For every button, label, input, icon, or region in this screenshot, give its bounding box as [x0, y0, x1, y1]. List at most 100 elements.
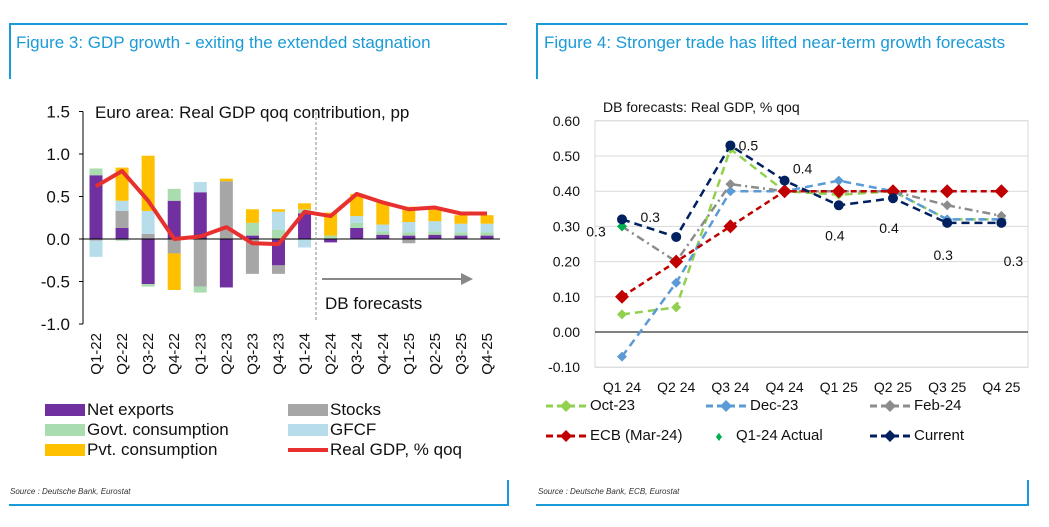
bar-govt-consumption	[167, 188, 181, 201]
legend-line-swatch	[288, 448, 328, 452]
marker-oct-23	[617, 309, 627, 320]
bar-net-exports	[219, 239, 233, 288]
legend-label: Oct-23	[590, 397, 636, 414]
bar-govt-consumption	[193, 286, 207, 293]
bar-gfcf	[115, 200, 129, 211]
y-tick-label: -1.0	[41, 315, 70, 334]
data-label: 0.3	[586, 223, 606, 239]
legend-swatch	[870, 429, 910, 442]
marker-ecb-mar-24-	[615, 289, 629, 304]
legend-item: Dec-23	[706, 397, 798, 414]
y-tick-label: 1.5	[46, 103, 70, 122]
bar-govt-consumption	[402, 232, 416, 236]
data-label: 0.3	[1004, 253, 1024, 269]
x-tick-label: Q3 25	[928, 379, 966, 395]
marker-current	[942, 217, 953, 228]
bar-gfcf	[298, 239, 312, 248]
bar-govt-consumption	[428, 231, 442, 235]
bar-gfcf	[454, 223, 468, 233]
legend-label: Stocks	[330, 400, 382, 419]
bar-net-exports	[115, 227, 129, 239]
legend-swatch	[546, 429, 586, 442]
bar-govt-consumption	[115, 239, 129, 241]
marker-current	[725, 140, 736, 151]
gdp-contribution-chart: -1.0 -0.5 0.0 0.5 1.0 1.5 Q1-22 Q2-22 Q3-22 Q4-22…	[41, 103, 500, 375]
x-tick-label: Q2-24	[323, 333, 340, 375]
series-line-ecb-mar-24-	[621, 189, 1002, 298]
legend-swatch	[45, 424, 85, 436]
bar-gfcf	[141, 210, 155, 234]
legend-item: ECB (Mar-24)	[546, 427, 683, 444]
real-gdp-line	[94, 169, 488, 247]
bar-net-exports	[298, 213, 312, 239]
legend-item: Stocks	[288, 400, 381, 420]
x-tick-label: Q4-25	[479, 333, 496, 375]
legend-label: Govt. consumption	[87, 420, 229, 439]
x-tick-label: Q4 24	[766, 379, 804, 395]
bar-govt-consumption	[245, 222, 259, 236]
bar-stocks	[271, 265, 285, 274]
figure-3-title: Figure 3: GDP growth - exiting the exten…	[16, 33, 431, 52]
bar-gfcf	[350, 216, 364, 223]
bar-govt-consumption	[324, 235, 338, 239]
x-tick-label: Q3-22	[140, 333, 157, 375]
data-label: 0.3	[933, 247, 953, 263]
bar-gfcf	[271, 211, 285, 230]
marker-ecb-mar-24-	[723, 219, 738, 234]
bar-govt-consumption	[271, 229, 285, 239]
bar-pvt-consumption	[219, 178, 233, 182]
figure-4-title: Figure 4: Stronger trade has lifted near…	[544, 33, 1006, 52]
bar-net-exports	[428, 234, 442, 239]
bar-net-exports	[454, 235, 468, 239]
x-tick-label: Q2-22	[114, 333, 131, 375]
x-tick-label: Q3-25	[453, 333, 470, 375]
bar-pvt-consumption	[167, 253, 181, 290]
x-tick-label: Q3 24	[711, 379, 749, 395]
legend-label: Q1-24 Actual	[736, 427, 823, 444]
bar-gfcf	[428, 221, 442, 232]
bar-gfcf	[376, 224, 390, 232]
marker-oct-23	[671, 302, 682, 313]
y-tick-label: 0.00	[553, 324, 580, 340]
gdp-forecast-chart: -0.10 0.00 0.10 0.20 0.30 0.40 0.50 0.60 Q1 24 Q2…	[548, 99, 1029, 395]
x-tick-label: Q1 25	[820, 379, 858, 395]
x-tick-label: Q1-25	[401, 333, 418, 375]
y-tick-label: 0.20	[553, 254, 580, 270]
x-tick-label: Q4-23	[270, 333, 287, 375]
bar-net-exports	[167, 200, 181, 239]
bar-pvt-consumption	[454, 215, 468, 224]
x-tick-label: Q2-25	[427, 333, 444, 375]
x-tick-label: Q1-22	[88, 333, 105, 375]
legend-label: Feb-24	[914, 397, 962, 414]
legend-item: Govt. consumption	[45, 420, 229, 440]
x-tick-label: Q2 25	[874, 379, 912, 395]
data-label: 0.3	[640, 209, 660, 225]
forecast-arrow-head	[461, 273, 473, 285]
legend-item: Pvt. consumption	[45, 440, 217, 460]
marker-ecb-mar-24-	[831, 184, 846, 199]
y-tick-label: -0.5	[41, 273, 70, 292]
bar-net-exports	[350, 227, 364, 239]
bar-stocks	[402, 239, 416, 244]
y-tick-label: 0.5	[46, 188, 70, 207]
bar-govt-consumption	[89, 168, 103, 176]
bar-gfcf	[193, 182, 207, 193]
legend-label: Dec-23	[750, 397, 799, 414]
figure-4-source: Source : Deutsche Bank, ECB, Eurostat	[538, 487, 680, 496]
legend-item: ♦ Q1-24 Actual	[715, 427, 823, 444]
marker-feb-24	[725, 179, 736, 190]
x-tick-label: Q3-24	[349, 333, 366, 375]
x-tick-label: Q4-22	[166, 333, 183, 375]
bar-stocks	[219, 181, 233, 239]
bar-govt-consumption	[454, 232, 468, 236]
marker-dec-23	[725, 186, 736, 197]
marker-dec-23	[671, 277, 682, 288]
forecast-annotation: DB forecasts	[325, 294, 422, 313]
marker-dec-23	[833, 175, 844, 186]
bar-govt-consumption	[376, 231, 390, 235]
bar-net-exports	[402, 235, 416, 239]
y-tick-label: 0.10	[553, 289, 580, 305]
bar-gfcf	[480, 223, 494, 233]
bar-net-exports	[193, 192, 207, 239]
legend-label: ECB (Mar-24)	[590, 427, 683, 444]
